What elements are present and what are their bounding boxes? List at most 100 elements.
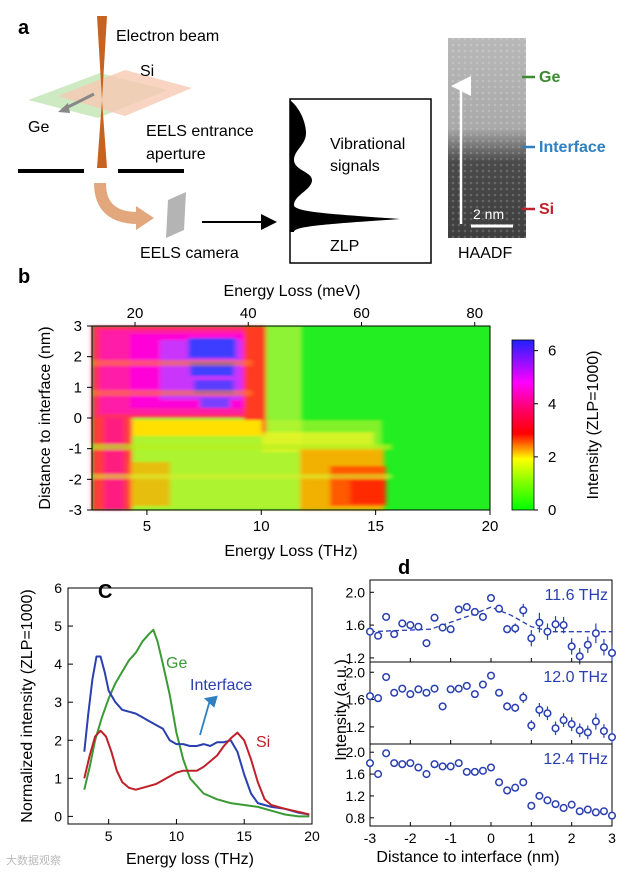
- data-point: [575, 726, 584, 735]
- data-point: [478, 766, 487, 775]
- data-point: [583, 805, 592, 814]
- data-point: [382, 612, 391, 621]
- data-point: [503, 786, 512, 795]
- data-point: [478, 612, 487, 621]
- heatmap-top-tick-label: 80: [466, 305, 483, 322]
- data-point: [414, 622, 423, 631]
- data-point: [454, 759, 463, 768]
- data-point: [374, 770, 383, 779]
- data-point: [599, 807, 608, 816]
- data-point: [446, 625, 455, 634]
- data-point: [591, 808, 600, 817]
- data-point: [478, 680, 487, 689]
- subplot-label: 12.4 THz: [543, 751, 608, 768]
- data-point: [422, 639, 431, 648]
- heatmap-y-tick-label: 2: [74, 349, 82, 366]
- data-point: [398, 684, 407, 693]
- subplot-x-tick-label: -3: [364, 830, 377, 846]
- annot-interface-arrow: [199, 695, 218, 736]
- subplot-y-tick-label: 2.0: [346, 664, 366, 680]
- subplot-3: 0.8 1.2 1.6 2.0 -3 -2 -1 0 1 2 3 12.4 THz: [346, 743, 616, 846]
- panel-c-y-tick-label: 0: [54, 808, 62, 824]
- deflect-arrow-head: [136, 206, 154, 230]
- label-ge: Ge: [28, 119, 49, 136]
- electron-beam-lower: [97, 100, 107, 168]
- data-point: [551, 800, 560, 809]
- subplot-x-tick-label: 2: [568, 830, 576, 846]
- data-point: [462, 681, 471, 690]
- data-point: [462, 767, 471, 776]
- label-electron-beam: Electron beam: [116, 28, 219, 45]
- heatmap-y-tick-label: -1: [69, 441, 82, 458]
- heatmap-y-tick-label: 0: [74, 410, 82, 427]
- subplot-y-tick-label: 2.0: [346, 584, 366, 600]
- subplot-label: 12.0 THz: [543, 669, 608, 686]
- panel-label-c: C: [98, 581, 112, 603]
- data-point: [406, 759, 415, 768]
- panel-c-x-tick-label: 5: [105, 828, 113, 844]
- data-point: [511, 703, 520, 712]
- data-point: [495, 688, 504, 697]
- heatmap-x-ticks: 5 10 15 20: [143, 510, 498, 535]
- panel-c-y-label: Normalized intensity (ZLP=1000): [19, 589, 36, 822]
- heatmap-top-tick-label: 60: [353, 305, 370, 322]
- data-point: [390, 630, 399, 639]
- scan-arrow-head: [58, 103, 70, 113]
- annot-interface: Interface: [190, 677, 252, 694]
- panel-b: b Energy Loss (meV) 20 40 60 80: [18, 266, 602, 560]
- data-point: [511, 624, 520, 633]
- data-point: [583, 640, 592, 649]
- heatmap-top-tick-label: 40: [240, 305, 257, 322]
- subplot-y-tick-label: 1.2: [346, 788, 366, 804]
- label-eels-aperture-2: aperture: [146, 146, 206, 163]
- heatmap-y-tick-label: 3: [74, 318, 82, 335]
- series-line-si: [83, 729, 310, 816]
- subplot-x-tick-label: -1: [444, 830, 457, 846]
- data-point: [486, 593, 496, 603]
- data-point: [519, 778, 528, 787]
- heatmap-y-tick-label: 1: [74, 379, 82, 396]
- series-line-ge: [83, 628, 310, 818]
- label-zlp: ZLP: [330, 238, 359, 255]
- data-point: [567, 642, 576, 651]
- subplot-y-tick-label: 1.2: [346, 650, 366, 666]
- data-point: [365, 759, 375, 768]
- panel-c-x-tick-label: 15: [236, 828, 252, 844]
- heatmap-x-tick-label: 10: [253, 518, 270, 535]
- data-point: [519, 693, 528, 702]
- marker-interface: Interface: [539, 139, 606, 156]
- data-point: [454, 605, 463, 614]
- fit-line: [369, 606, 612, 633]
- colorbar-tick-label: 0: [548, 502, 556, 519]
- data-point: [591, 717, 600, 726]
- panel-c-frame: [67, 587, 313, 825]
- data-point: [430, 684, 439, 693]
- panel-c-y-tick-label: 5: [54, 618, 62, 634]
- data-point: [559, 621, 568, 630]
- data-point: [495, 604, 504, 613]
- eels-camera-shape: [166, 192, 186, 238]
- data-point: [599, 726, 608, 736]
- data-point: [607, 733, 617, 742]
- panel-c-x-tick-label: 20: [304, 828, 320, 844]
- marker-si: Si: [539, 201, 554, 218]
- subplot-1: 1.2 1.6 2.0 11.6 THz: [346, 579, 617, 666]
- panel-c-y-tick-label: 1: [54, 770, 62, 786]
- subplot-y-tick-label: 1.2: [346, 719, 366, 735]
- panel-c-y-tick-label: 3: [54, 694, 62, 710]
- series-line-interface: [83, 655, 310, 816]
- deflect-arrow: [94, 182, 139, 224]
- panel-label-a: a: [18, 17, 30, 39]
- subplot-2: 1.2 1.6 2.0 12.0 THz: [346, 661, 617, 745]
- subplot-label: 11.6 THz: [545, 587, 608, 604]
- data-point: [535, 791, 544, 800]
- data-point: [446, 762, 455, 771]
- panel-label-b: b: [18, 266, 30, 288]
- data-point: [551, 620, 560, 629]
- panel-c-y-tick-label: 4: [54, 656, 62, 672]
- panel-c-ticks: 5 10 15 20 0 1 2 3 4 5 6: [54, 580, 320, 844]
- data-point: [390, 759, 399, 768]
- colorbar-tick-label: 4: [548, 396, 556, 413]
- subplot-x-tick-label: 1: [527, 830, 535, 846]
- data-point: [559, 803, 568, 813]
